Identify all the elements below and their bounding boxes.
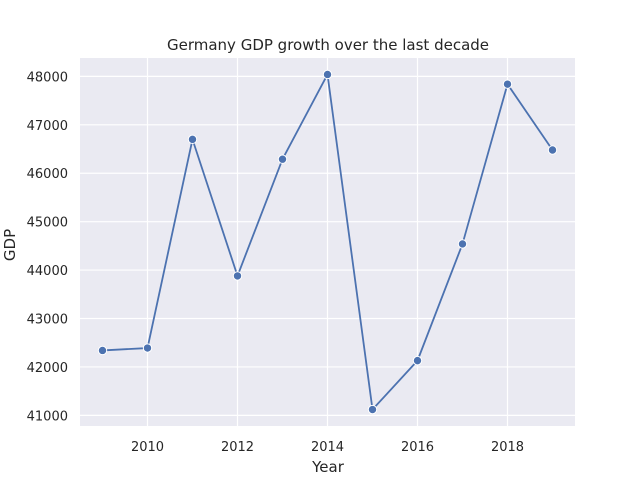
x-grid [146, 58, 509, 426]
y-tick-label: 47000 [27, 119, 68, 134]
data-point [547, 145, 558, 155]
y-tick-label: 41000 [27, 409, 68, 424]
data-point [187, 134, 198, 145]
y-tick-label: 48000 [27, 70, 68, 85]
data-point [97, 345, 108, 356]
y-tick-label: 43000 [27, 313, 68, 328]
data-point [142, 343, 153, 353]
y-tick-label: 42000 [27, 361, 68, 376]
x-tick-label: 2012 [221, 440, 254, 455]
x-axis-label: Year [311, 458, 345, 476]
data-point [322, 69, 333, 80]
chart-title: Germany GDP growth over the last decade [167, 36, 489, 54]
data-point [367, 404, 378, 415]
x-tick-label: 2010 [131, 440, 164, 455]
data-point [412, 355, 423, 366]
data-point [232, 271, 243, 281]
x-tick-labels: 2010 2012 2014 2016 2018 [131, 440, 524, 455]
y-tick-label: 46000 [27, 167, 68, 182]
y-grid [80, 75, 575, 416]
y-tick-label: 44000 [27, 264, 68, 279]
data-point [502, 79, 513, 89]
data-point [457, 239, 468, 249]
y-tick-label: 45000 [27, 216, 68, 231]
y-axis-label: GDP [1, 229, 19, 261]
series-layer [97, 69, 558, 415]
x-tick-label: 2018 [491, 440, 524, 455]
y-tick-labels: 41000 42000 43000 44000 45000 46000 47000 48000 [27, 70, 68, 424]
x-tick-label: 2016 [401, 440, 434, 455]
x-tick-label: 2014 [311, 440, 344, 455]
data-point [277, 154, 288, 164]
